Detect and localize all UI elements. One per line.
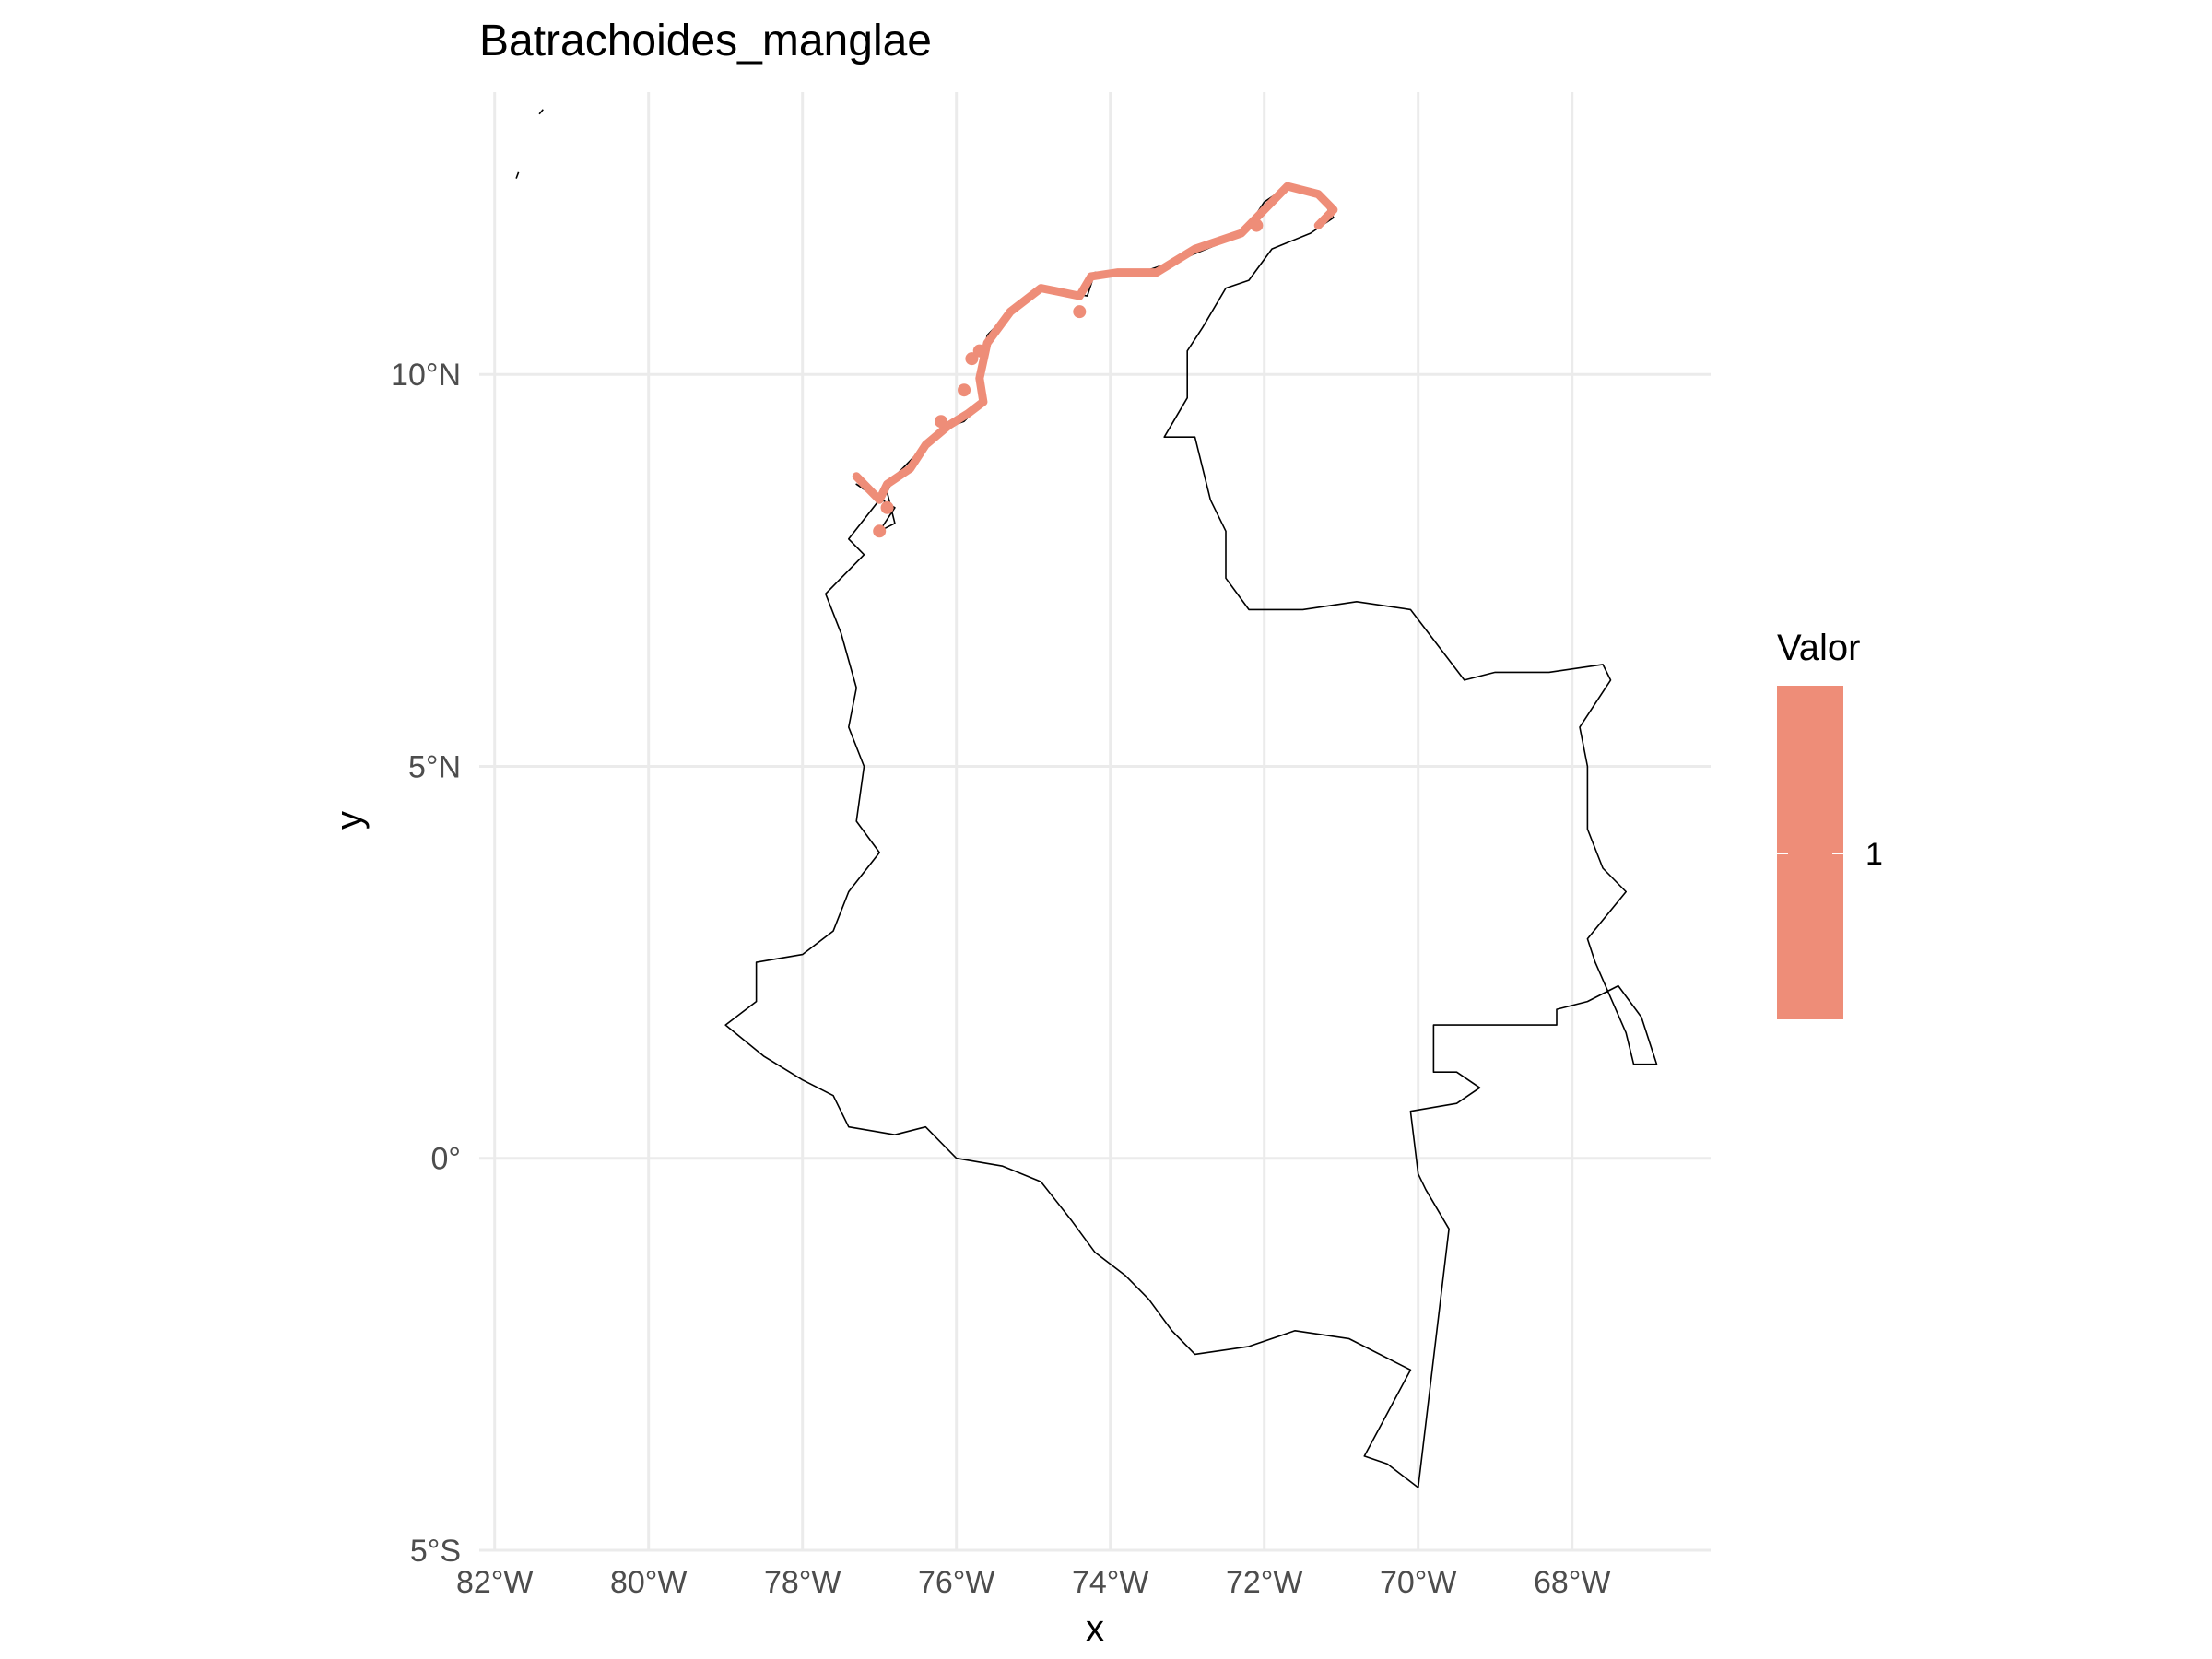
y-tick-label: 0°: [430, 1142, 461, 1177]
legend-title: Valor: [1777, 628, 1860, 668]
legend-label: 1: [1865, 837, 1883, 872]
gridlines: [479, 92, 1711, 1552]
x-tick-label: 76°W: [918, 1565, 995, 1600]
country-boundary: [724, 185, 1658, 1488]
x-tick-label: 74°W: [1072, 1565, 1149, 1600]
presence-cell: [880, 500, 894, 514]
presence-cell: [873, 524, 887, 538]
x-tick-label: 78°W: [764, 1565, 841, 1600]
island: [515, 171, 520, 179]
presence-coastline: [852, 182, 1338, 504]
presence-cell: [958, 383, 971, 397]
presence-layer: [852, 182, 1338, 538]
x-tick-label: 70°W: [1380, 1565, 1457, 1600]
island: [538, 109, 544, 115]
presence-cell: [1250, 218, 1264, 232]
y-tick-label: 5°S: [410, 1534, 461, 1569]
y-tick-label: 10°N: [391, 358, 461, 393]
x-axis-title: x: [1086, 1608, 1104, 1649]
x-tick-label: 80°W: [610, 1565, 688, 1600]
y-axis-title: y: [329, 811, 370, 830]
y-tick-label: 5°N: [408, 749, 461, 784]
presence-cell: [935, 415, 947, 429]
x-tick-label: 82°W: [456, 1565, 534, 1600]
country-outline: [515, 109, 1658, 1488]
x-axis-ticks: 82°W 80°W 78°W 76°W 74°W 72°W 70°W 68°W: [456, 1565, 1611, 1600]
x-tick-label: 68°W: [1534, 1565, 1611, 1600]
chart-title: Batrachoides_manglae: [479, 17, 932, 65]
y-axis-ticks: 5°S 0° 5°N 10°N: [391, 358, 461, 1569]
presence-cell: [972, 344, 986, 358]
x-tick-label: 72°W: [1226, 1565, 1303, 1600]
presence-cell: [1073, 305, 1087, 319]
legend: Valor 1: [1777, 628, 1883, 1019]
